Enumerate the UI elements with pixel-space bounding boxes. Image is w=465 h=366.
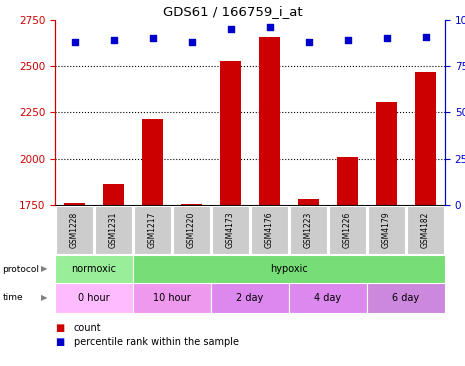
- Text: GSM1231: GSM1231: [109, 212, 118, 248]
- Bar: [290, 206, 327, 254]
- Bar: [134, 206, 171, 254]
- Point: [422, 34, 429, 40]
- Text: ▶: ▶: [41, 265, 47, 273]
- Bar: [55, 255, 133, 283]
- Bar: [407, 206, 444, 254]
- Text: normoxic: normoxic: [72, 264, 117, 274]
- Text: ▶: ▶: [41, 294, 47, 303]
- Point: [188, 39, 195, 45]
- Text: GSM1228: GSM1228: [70, 212, 79, 248]
- Bar: [64, 203, 85, 205]
- Text: ■: ■: [55, 323, 64, 333]
- Point: [305, 39, 312, 45]
- Text: GSM4182: GSM4182: [421, 212, 430, 248]
- Text: hypoxic: hypoxic: [270, 264, 308, 274]
- Bar: [367, 283, 445, 313]
- Bar: [95, 206, 132, 254]
- Point: [110, 37, 117, 43]
- Bar: [368, 206, 405, 254]
- Bar: [337, 157, 358, 205]
- Bar: [212, 206, 249, 254]
- Bar: [259, 37, 280, 205]
- Text: GSM4179: GSM4179: [382, 212, 391, 248]
- Point: [344, 37, 351, 43]
- Bar: [220, 61, 241, 205]
- Bar: [181, 203, 202, 205]
- Bar: [376, 102, 397, 205]
- Point: [383, 36, 390, 41]
- Text: 0 hour: 0 hour: [78, 293, 110, 303]
- Bar: [289, 283, 367, 313]
- Point: [227, 26, 234, 32]
- Bar: [251, 206, 288, 254]
- Text: time: time: [2, 294, 23, 303]
- Text: GSM4176: GSM4176: [265, 212, 274, 248]
- Bar: [56, 206, 93, 254]
- Text: protocol: protocol: [2, 265, 40, 273]
- Text: 2 day: 2 day: [236, 293, 264, 303]
- Bar: [55, 283, 133, 313]
- Text: count: count: [73, 323, 101, 333]
- Point: [71, 39, 78, 45]
- Point: [266, 25, 273, 30]
- Text: GSM1220: GSM1220: [187, 212, 196, 248]
- Bar: [415, 72, 436, 205]
- Text: percentile rank within the sample: percentile rank within the sample: [73, 337, 239, 347]
- Bar: [329, 206, 366, 254]
- Bar: [173, 206, 210, 254]
- Text: ■: ■: [55, 337, 64, 347]
- Bar: [103, 184, 124, 205]
- Bar: [133, 283, 211, 313]
- Text: 10 hour: 10 hour: [153, 293, 191, 303]
- Bar: [133, 255, 445, 283]
- Point: [149, 36, 156, 41]
- Text: 4 day: 4 day: [314, 293, 342, 303]
- Text: GSM1226: GSM1226: [343, 212, 352, 248]
- Bar: [211, 283, 289, 313]
- Bar: [142, 119, 163, 205]
- Text: GSM1223: GSM1223: [304, 212, 313, 248]
- Text: 6 day: 6 day: [392, 293, 419, 303]
- Bar: [298, 199, 319, 205]
- Text: GSM4173: GSM4173: [226, 212, 235, 248]
- Text: GDS61 / 166759_i_at: GDS61 / 166759_i_at: [163, 5, 302, 18]
- Text: GSM1217: GSM1217: [148, 212, 157, 248]
